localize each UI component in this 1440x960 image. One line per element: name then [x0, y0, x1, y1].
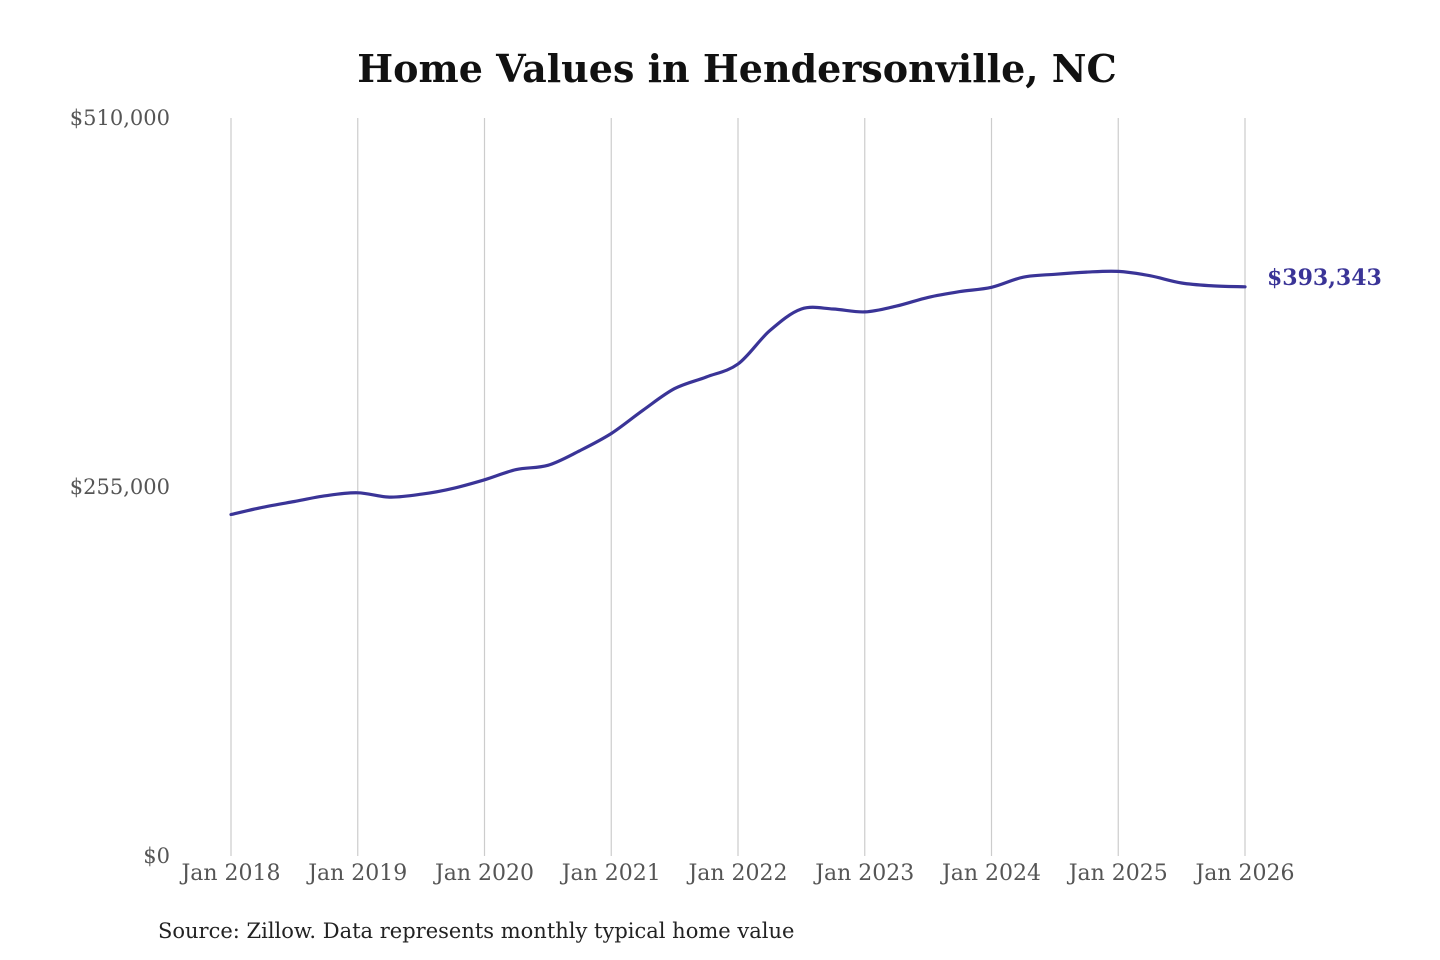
y-axis-tick-labels: $0 $255,000 $510,000 — [70, 106, 170, 868]
x-tick-label: Jan 2021 — [560, 861, 661, 886]
x-tick-label: Jan 2018 — [179, 861, 280, 886]
y-tick-label: $255,000 — [70, 475, 170, 499]
y-tick-label: $0 — [143, 844, 170, 868]
y-tick-label: $510,000 — [70, 106, 170, 130]
source-note: Source: Zillow. Data represents monthly … — [158, 919, 794, 943]
x-tick-label: Jan 2019 — [306, 861, 407, 886]
x-tick-label: Jan 2022 — [686, 861, 787, 886]
vertical-gridlines — [230, 118, 1246, 856]
x-tick-label: Jan 2025 — [1067, 861, 1168, 886]
home-value-line — [229, 269, 1247, 517]
x-axis-tick-labels: Jan 2018 Jan 2019 Jan 2020 Jan 2021 Jan 2022… — [179, 861, 1294, 886]
x-tick-label: Jan 2024 — [940, 861, 1041, 886]
latest-value-label: $393,343 — [1267, 265, 1382, 291]
x-tick-label: Jan 2023 — [813, 861, 914, 886]
chart-title: Home Values in Hendersonville, NC — [357, 46, 1116, 91]
x-tick-label: Jan 2020 — [433, 861, 534, 886]
x-tick-label: Jan 2026 — [1193, 861, 1294, 886]
